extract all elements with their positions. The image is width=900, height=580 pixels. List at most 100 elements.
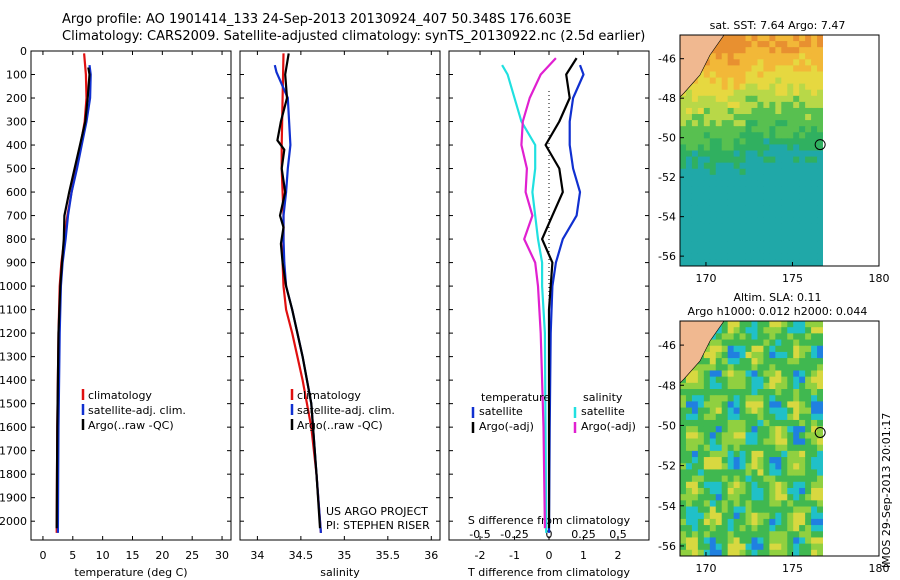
- sla-map-cell: [757, 475, 764, 483]
- sla-map-cell: [769, 432, 776, 439]
- sst-map-cell: [775, 241, 782, 249]
- sla-map-cell: [709, 438, 717, 446]
- sla-map-cell: [721, 426, 729, 433]
- sst-map-cell: [685, 193, 693, 200]
- sst-map-cell: [709, 59, 717, 66]
- sst-map-cell: [739, 59, 747, 66]
- sst-map-cell: [805, 114, 812, 121]
- sla-map-cell: [680, 389, 687, 396]
- sst-map-cell: [769, 47, 776, 54]
- sst-map-cell: [769, 253, 776, 261]
- sst-map-cell: [727, 59, 735, 66]
- sla-map-cell: [745, 333, 752, 341]
- sla-map-cell: [709, 481, 717, 489]
- sst-map-cell: [757, 168, 764, 176]
- sst-map-cell: [745, 223, 752, 231]
- sla-map-cell: [811, 389, 818, 396]
- sla-map-cell: [733, 389, 741, 396]
- sla-map-cell: [817, 351, 823, 359]
- sla-map-cell: [721, 419, 729, 427]
- sla-map-cell: [781, 327, 788, 334]
- sst-map-cell: [703, 114, 711, 121]
- sst-map-cell: [709, 144, 717, 151]
- sst-map-cell: [781, 83, 788, 91]
- sst-map-cell: [685, 235, 693, 243]
- sst-map-cell: [805, 83, 812, 91]
- sst-map-cell: [781, 217, 788, 224]
- sla-map-cell: [709, 463, 717, 470]
- sst-map-cell: [793, 83, 800, 91]
- sst-map-cell: [715, 101, 723, 109]
- sla-map-cell: [727, 395, 735, 402]
- sst-map-cell: [817, 144, 823, 151]
- sla-map-cell: [781, 413, 788, 421]
- sst-y-tick-label: -50: [658, 132, 676, 145]
- sst-map-cell: [733, 199, 741, 206]
- sla-map-cell: [757, 494, 764, 501]
- diff-series-salinity-satellite: [501, 64, 548, 533]
- sla-map-cell: [817, 389, 823, 396]
- sst-map-cell: [680, 120, 687, 127]
- sst-map-cell: [787, 107, 794, 115]
- sla-map-cell: [811, 531, 818, 538]
- sst-map-cell: [709, 53, 717, 60]
- sla-map-cell: [799, 351, 806, 359]
- sst-map-cell: [787, 168, 794, 176]
- sst-map-cell: [685, 168, 693, 176]
- sst-map-cell: [775, 65, 782, 72]
- sla-map-cell: [697, 376, 705, 384]
- sst-map-cell: [727, 95, 735, 103]
- sla-map-cell: [787, 549, 794, 556]
- sst-map-cell: [787, 253, 794, 261]
- sst-map-cell: [709, 205, 717, 212]
- sla-map-cell: [733, 321, 741, 328]
- sla-map-cell: [799, 339, 806, 347]
- sla-map-cell: [727, 475, 735, 483]
- sla-map-cell: [680, 382, 687, 390]
- sst-map-cell: [680, 186, 687, 194]
- sst-map-cell: [709, 247, 717, 255]
- sst-map-cell: [697, 174, 705, 182]
- sst-x-tick-label: 175: [782, 272, 803, 285]
- sla-map-cell: [721, 407, 729, 415]
- sla-map-cell: [745, 419, 752, 427]
- sla-map-cell: [805, 444, 812, 452]
- sst-map-cell: [709, 168, 717, 176]
- depth-tick-label: 1000: [0, 280, 27, 293]
- sla-map-cell: [733, 376, 741, 384]
- sla-map-cell: [757, 531, 764, 538]
- sla-map-cell: [757, 432, 764, 439]
- sst-map-cell: [721, 162, 729, 170]
- sla-map-cell: [715, 376, 723, 384]
- sla-map-cell: [811, 549, 818, 556]
- sst-map-cell: [703, 83, 711, 91]
- sst-map-cell: [775, 205, 782, 212]
- sst-map-cell: [715, 235, 723, 243]
- sst-map-cell: [721, 89, 729, 97]
- sla-map-cell: [775, 419, 782, 427]
- sst-map-cell: [811, 126, 818, 133]
- sst-map-cell: [769, 241, 776, 249]
- sst-map-cell: [763, 114, 770, 121]
- sst-map-cell: [715, 144, 723, 151]
- sla-map-cell: [811, 401, 818, 409]
- sla-map-cell: [799, 537, 806, 545]
- sst-map-cell: [727, 77, 735, 85]
- sla-map-cell: [793, 457, 800, 464]
- temp-x-tick-label: 10: [96, 549, 110, 562]
- sst-map-cell: [799, 199, 806, 206]
- sst-map-cell: [751, 65, 758, 72]
- sla-map-cell: [769, 457, 776, 464]
- sla-map-cell: [763, 389, 770, 396]
- sla-map-cell: [781, 407, 788, 415]
- sst-map-cell: [703, 126, 711, 133]
- sla-map-cell: [733, 457, 741, 464]
- sst-map-cell: [799, 120, 806, 127]
- sst-map-cell: [757, 89, 764, 97]
- sla-map-cell: [745, 531, 752, 538]
- sst-map-cell: [811, 120, 818, 127]
- difference-panel: -2 -1 0 1 2T difference from climatology-0.5…: [448, 50, 650, 579]
- sla-map-cell: [793, 351, 800, 359]
- sla-map-cell: [757, 444, 764, 452]
- sla-map-cell: [751, 506, 758, 514]
